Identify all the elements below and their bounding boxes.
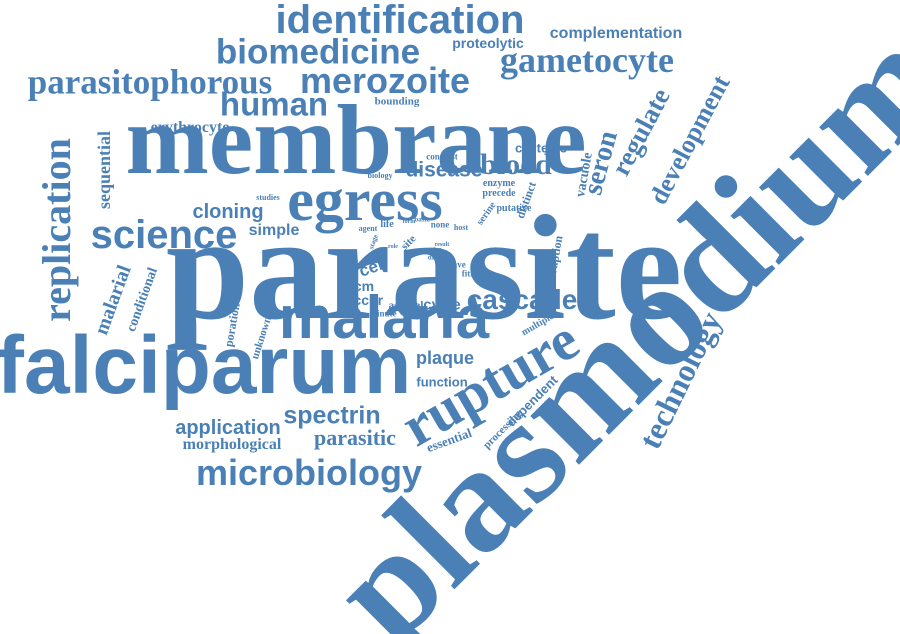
- word-egress: egress: [287, 167, 443, 233]
- word-sequential: sequential: [94, 130, 114, 210]
- word-membrane: membrane: [125, 84, 587, 195]
- word-falciparum: falciparum: [0, 320, 412, 411]
- word-human: human: [219, 85, 329, 123]
- word-parasitophorous: parasitophorous: [27, 62, 273, 102]
- word-life: life: [380, 219, 394, 230]
- word-cleave: cleave: [442, 259, 466, 270]
- word-cycle: cycle: [423, 296, 461, 314]
- word-basic: basic: [414, 215, 430, 224]
- word-plaque: plaque: [415, 348, 475, 368]
- word-studies: studies: [256, 193, 280, 202]
- word-bounding: bounding: [374, 95, 420, 108]
- word-asexual: asexual: [388, 299, 424, 312]
- word-replication: replication: [34, 138, 79, 322]
- word-result: result: [434, 242, 450, 248]
- word-merozoite: merozoite: [299, 60, 471, 101]
- word-form: form: [402, 219, 416, 225]
- word-erythrocyte: erythrocyte: [150, 119, 230, 136]
- word-precede: precede: [482, 188, 516, 199]
- word-agent: agent: [358, 224, 378, 233]
- word-occur: occur: [344, 292, 384, 308]
- word-science: science: [90, 213, 238, 257]
- word-putative: putative: [496, 203, 532, 214]
- word-host: host: [453, 223, 469, 232]
- word-spectrin: spectrin: [283, 401, 381, 430]
- word-enzyme: enzyme: [482, 178, 516, 189]
- word-minute: minute: [369, 308, 397, 319]
- word-cysteine: cysteine: [514, 140, 568, 156]
- word-gametocyte: gametocyte: [500, 40, 674, 80]
- word-microbiology: microbiology: [195, 452, 423, 493]
- word-biomedicine: biomedicine: [215, 32, 421, 72]
- word-identification: identification: [275, 0, 525, 42]
- word-disease: disease: [405, 158, 483, 182]
- word-biology: biology: [367, 171, 393, 180]
- word-none: none: [430, 219, 450, 230]
- word-cascade: cascade: [466, 284, 578, 315]
- word-proteolytic: proteolytic: [452, 35, 524, 51]
- word-parasite: parasite: [165, 185, 683, 351]
- word-often: often: [430, 247, 442, 253]
- word-blood: blood: [480, 148, 552, 181]
- word-cloning: cloning: [192, 201, 264, 223]
- word-role: role: [388, 244, 398, 250]
- word-fitness: fitness: [461, 268, 487, 279]
- word-parasitic: parasitic: [314, 425, 396, 450]
- word-drug: drug: [427, 253, 443, 262]
- word-simple: simple: [248, 222, 300, 239]
- word-rbcm: rbcm: [339, 278, 375, 294]
- word-morphological: morphological: [182, 436, 282, 453]
- word-function: function: [416, 374, 468, 390]
- word-malaria: malaria: [278, 284, 490, 351]
- word-complementation: complementation: [549, 25, 683, 42]
- word-application: application: [175, 417, 281, 439]
- word-contrast: contrast: [426, 151, 458, 162]
